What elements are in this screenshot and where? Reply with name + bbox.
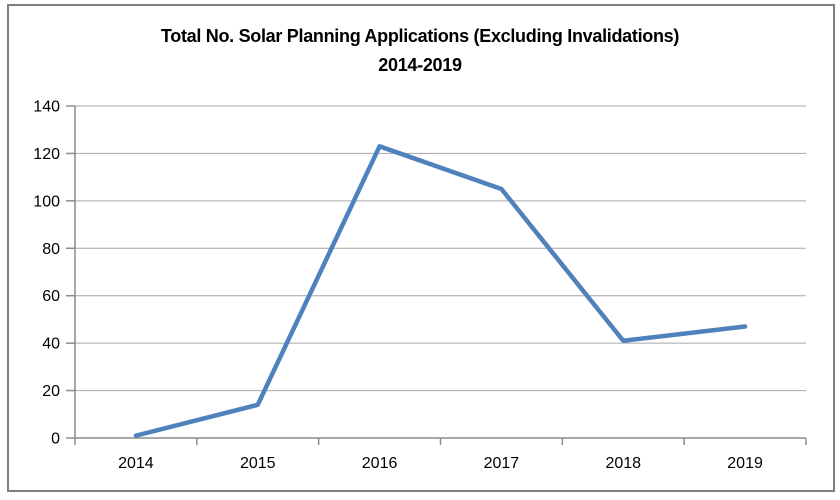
y-tick-label: 0 [51,431,60,448]
y-tick-label: 140 [33,99,60,116]
x-tick-label: 2016 [362,455,398,472]
y-tick-label: 60 [42,288,60,305]
series-line [133,144,748,438]
y-tick-label: 20 [42,383,60,400]
y-tick-label: 100 [33,193,60,210]
chart-title: Total No. Solar Planning Applications (E… [0,22,840,80]
x-tick-label: 2015 [240,455,276,472]
x-tick-label: 2018 [605,455,641,472]
x-tick-label: 2014 [118,455,154,472]
chart-title-line2: 2014-2019 [378,55,462,75]
x-tick-label: 2019 [727,455,763,472]
chart-title-line1: Total No. Solar Planning Applications (E… [160,26,680,46]
x-tick-label: 2017 [484,455,520,472]
y-tick-label: 80 [42,241,60,258]
y-tick-label: 120 [33,146,60,163]
y-tick-label: 40 [42,336,60,353]
